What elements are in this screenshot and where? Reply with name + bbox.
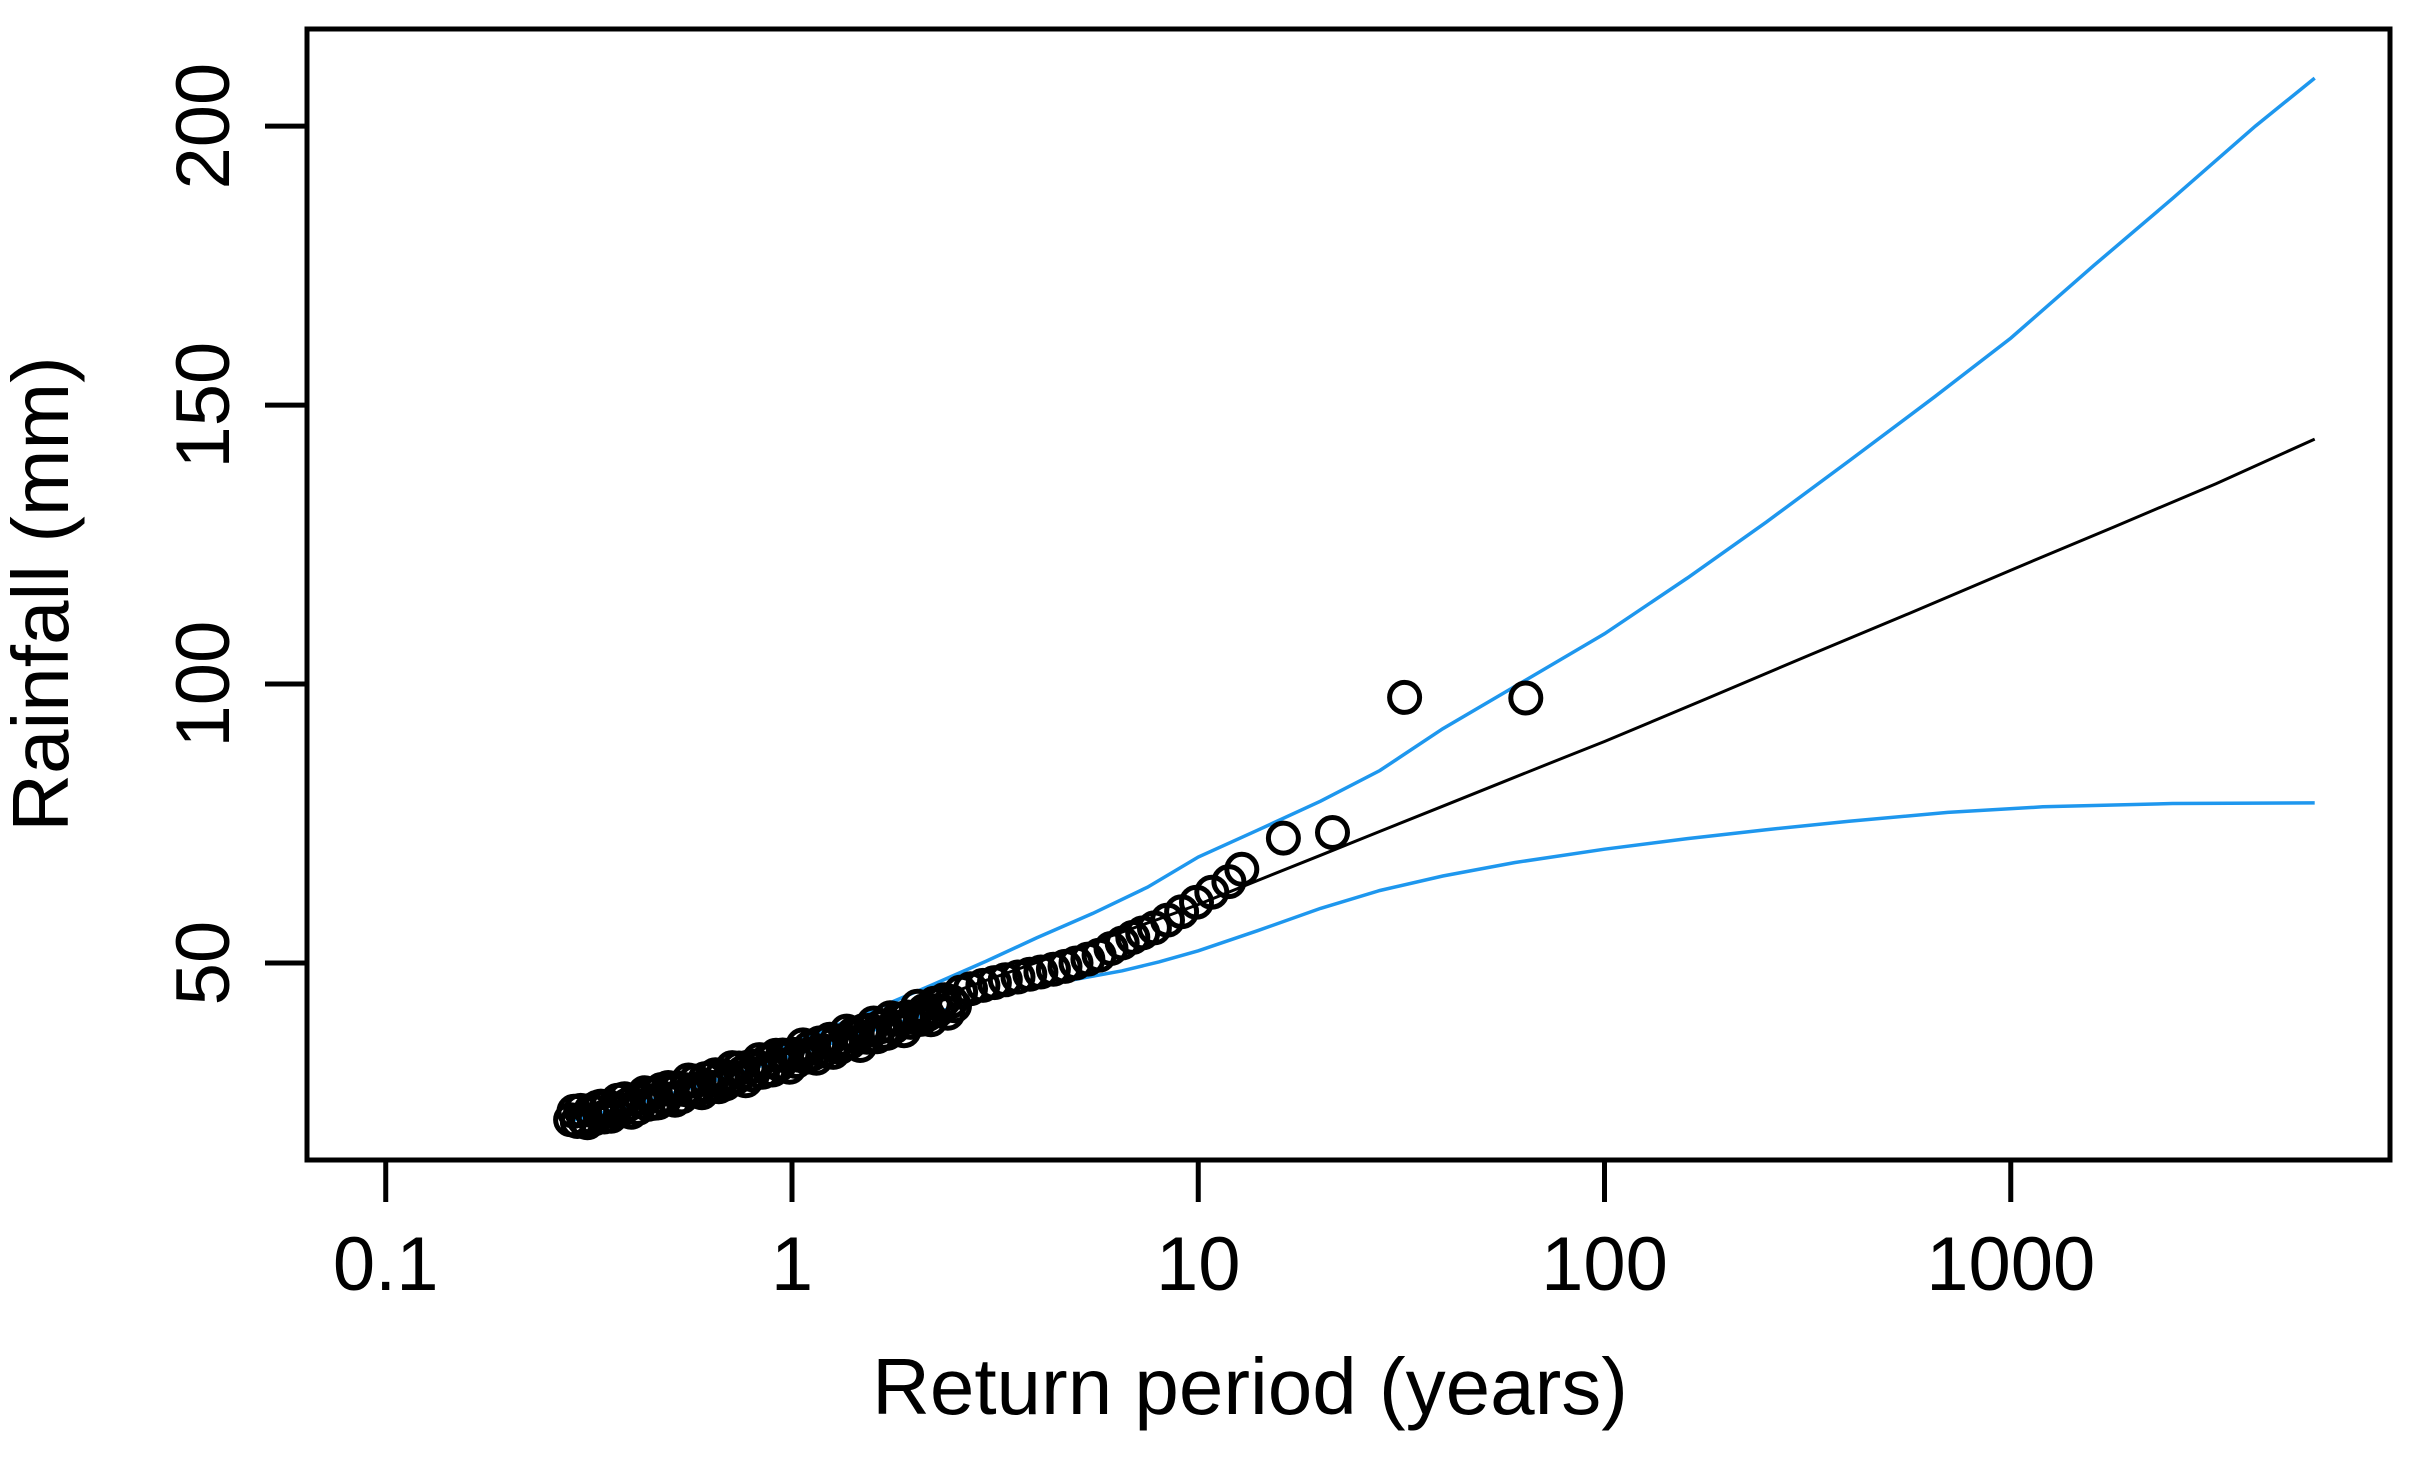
data-point	[1224, 851, 1260, 887]
y-axis-ticks	[265, 123, 307, 966]
y-axis-title: Rainfall (mm)	[0, 356, 85, 832]
y-tick-label: 100	[161, 621, 246, 748]
x-axis-title: Return period (years)	[872, 1342, 1628, 1431]
data-point	[1387, 679, 1423, 715]
x-tick-label: 1000	[1926, 1222, 2095, 1307]
x-axis-ticks	[383, 1160, 2014, 1202]
x-tick-label: 0.1	[333, 1222, 439, 1307]
y-tick-label: 50	[161, 921, 246, 1006]
empirical-points-layer	[553, 679, 1544, 1141]
data-point	[987, 962, 1023, 998]
y-tick-label: 150	[161, 342, 246, 469]
y-tick-label: 200	[161, 63, 246, 190]
x-tick-label: 10	[1156, 1222, 1241, 1307]
x-tick-label: 1	[771, 1222, 813, 1307]
curves-layer	[570, 76, 2316, 1123]
ci-lower-curve	[570, 801, 2315, 1123]
y-axis-tick-labels: 50 100 150 200	[161, 63, 246, 1006]
plot-border-box	[304, 26, 2393, 1163]
data-point	[1265, 820, 1301, 856]
data-point	[1508, 680, 1544, 716]
x-tick-label: 100	[1541, 1222, 1668, 1307]
ci-upper-curve	[570, 76, 2316, 1119]
fitted-return-level-curve	[570, 437, 2316, 1121]
data-point	[1194, 874, 1230, 910]
data-point	[1315, 815, 1350, 850]
x-axis-tick-labels: 0.1 1 10 100 1000	[333, 1222, 2095, 1307]
